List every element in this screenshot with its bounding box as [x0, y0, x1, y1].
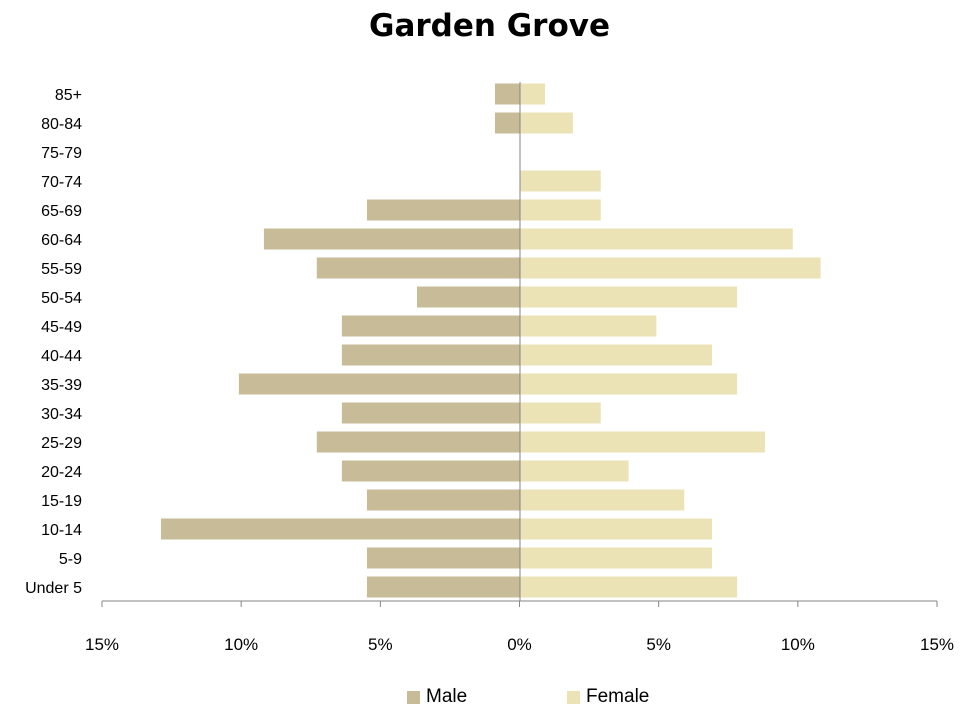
category-label-35-39: 35-39: [41, 377, 82, 394]
x-tick-label-2: 5%: [368, 635, 393, 654]
bar-female-60-64: [520, 228, 793, 250]
category-label-40-44: 40-44: [41, 348, 82, 365]
legend-swatch-male: [407, 690, 420, 704]
bar-female-40-44: [520, 344, 713, 366]
legend-label-male: Male: [426, 686, 468, 707]
bar-female-35-39: [520, 373, 738, 395]
bars-layer: [160, 83, 821, 598]
bar-male-under-5: [366, 576, 520, 598]
bar-female-85-: [520, 83, 546, 105]
bar-female-80-84: [520, 112, 573, 134]
category-label-5-9: 5-9: [59, 551, 82, 568]
chart-title: Garden Grove: [369, 8, 610, 44]
x-tick-label-0: 15%: [85, 635, 119, 654]
bar-male-30-34: [341, 402, 520, 424]
bar-female-20-24: [520, 460, 629, 482]
category-label-20-24: 20-24: [41, 464, 82, 481]
category-label-10-14: 10-14: [41, 522, 82, 539]
bar-female-55-59: [520, 257, 821, 279]
bar-female-50-54: [520, 286, 738, 308]
category-label-70-74: 70-74: [41, 174, 82, 191]
bar-female-10-14: [520, 518, 713, 540]
bar-female-5-9: [520, 547, 713, 569]
category-label-under-5: Under 5: [25, 580, 82, 597]
bar-female-15-19: [520, 489, 685, 511]
bar-male-45-49: [341, 315, 520, 337]
bar-male-60-64: [263, 228, 520, 250]
category-label-80-84: 80-84: [41, 116, 82, 133]
category-label-75-79: 75-79: [41, 145, 82, 162]
bar-male-40-44: [341, 344, 520, 366]
bar-female-under-5: [520, 576, 738, 598]
category-label-60-64: 60-64: [41, 232, 82, 249]
labels-layer: Under 5 5-9 10-14 15-19 20-24 25-29 30-34 35-39…: [25, 87, 954, 654]
bar-female-70-74: [520, 170, 601, 192]
bar-male-85-: [494, 83, 520, 105]
bar-male-50-54: [417, 286, 520, 308]
bar-male-15-19: [366, 489, 520, 511]
legend-swatch-female: [567, 690, 580, 704]
category-label-65-69: 65-69: [41, 203, 82, 220]
category-label-50-54: 50-54: [41, 290, 82, 307]
bar-female-25-29: [520, 431, 765, 453]
legend-item-male: Male: [407, 686, 467, 708]
x-tick-label-6: 15%: [920, 635, 954, 654]
bar-female-65-69: [520, 199, 601, 221]
category-label-85-: 85+: [55, 87, 82, 104]
legend-label-female: Female: [586, 686, 650, 707]
x-tick-label-3: 0%: [507, 635, 532, 654]
category-label-30-34: 30-34: [41, 406, 82, 423]
category-label-15-19: 15-19: [41, 493, 82, 510]
category-label-45-49: 45-49: [41, 319, 82, 336]
bar-female-30-34: [520, 402, 601, 424]
bar-male-65-69: [366, 199, 520, 221]
category-label-25-29: 25-29: [41, 435, 82, 452]
axes-layer: [101, 82, 938, 607]
x-tick-label-4: 5%: [646, 635, 671, 654]
bar-male-5-9: [366, 547, 520, 569]
legend-item-female: Female: [567, 686, 649, 708]
bar-female-45-49: [520, 315, 657, 337]
bar-male-35-39: [238, 373, 520, 395]
category-label-55-59: 55-59: [41, 261, 82, 278]
bar-male-10-14: [160, 518, 520, 540]
legend: Male Female: [0, 686, 979, 710]
x-tick-label-1: 10%: [224, 635, 258, 654]
bar-male-55-59: [316, 257, 520, 279]
bar-male-80-84: [494, 112, 520, 134]
bar-male-25-29: [316, 431, 520, 453]
bar-male-20-24: [341, 460, 520, 482]
x-tick-label-5: 10%: [781, 635, 815, 654]
